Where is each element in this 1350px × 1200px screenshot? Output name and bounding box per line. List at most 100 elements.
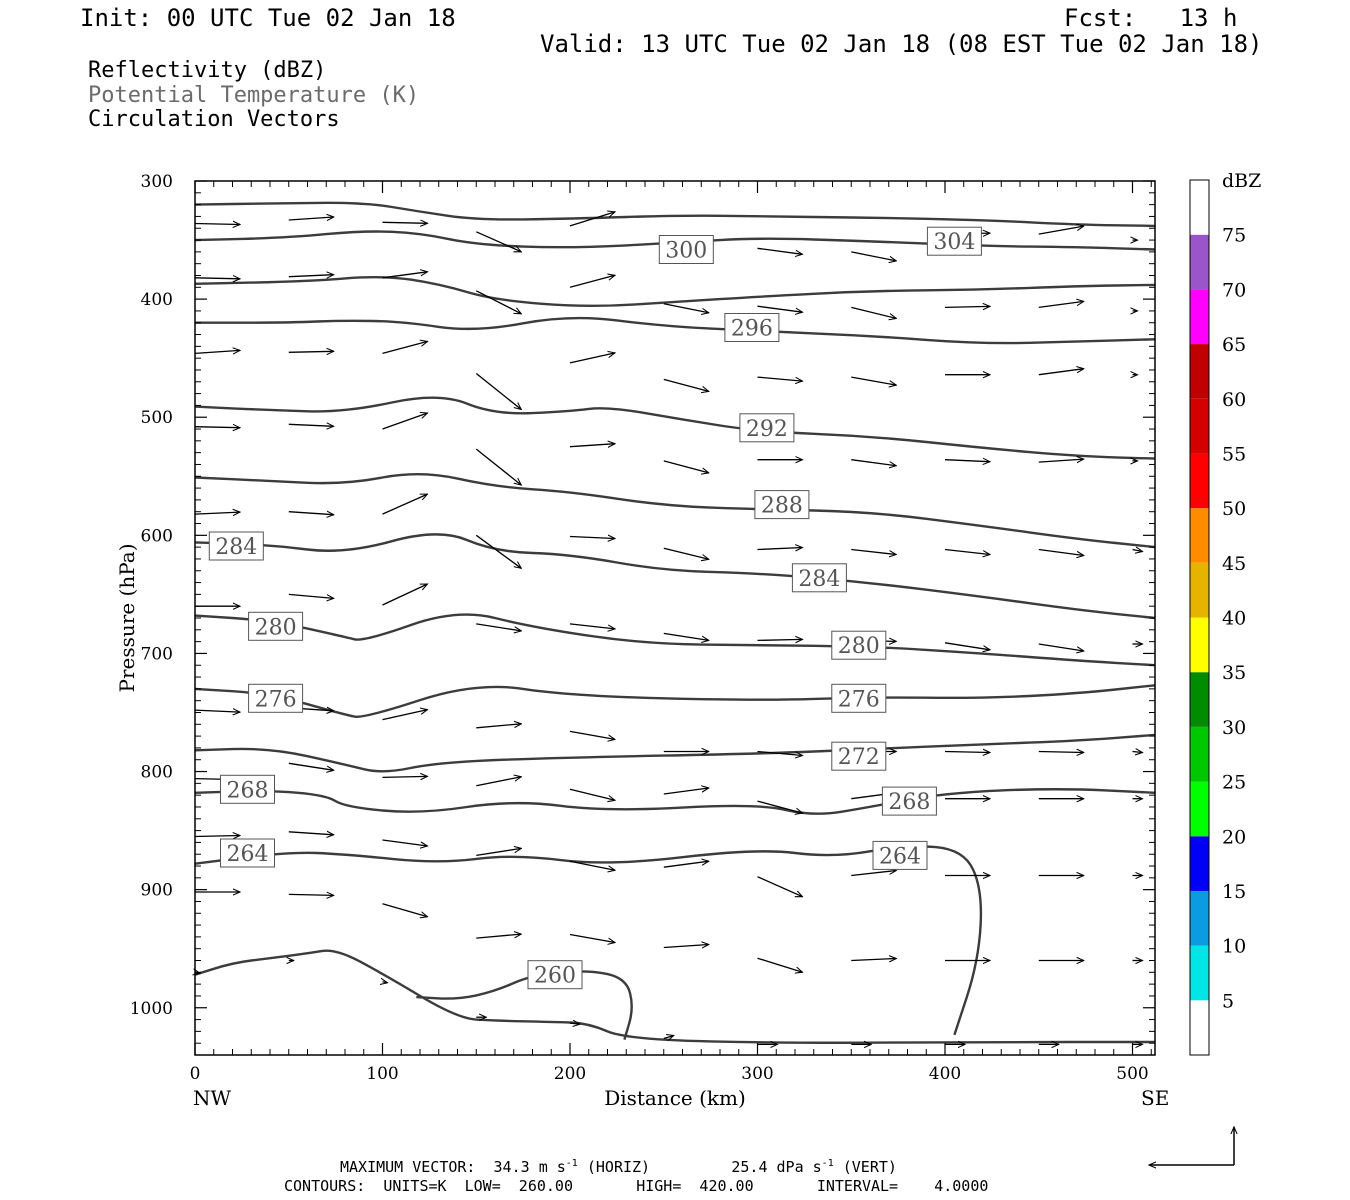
- x-tick-label: 500: [1116, 1064, 1148, 1084]
- circulation-vector: [569, 1023, 580, 1024]
- colorbar-swatch: [1190, 289, 1209, 345]
- circulation-vector: [382, 710, 428, 721]
- circulation-vector: [757, 247, 803, 254]
- circulation-vector: [382, 903, 428, 917]
- vert-value: 25.4: [731, 1158, 768, 1176]
- colorbar-level-label: 70: [1222, 279, 1246, 301]
- colorbar-frame: [1189, 179, 1210, 1056]
- circulation-vector: [288, 762, 334, 770]
- circulation-vector: [569, 860, 615, 870]
- colorbar-swatch: [1190, 945, 1209, 1001]
- horiz-tag: (HORIZ): [586, 1158, 651, 1176]
- circulation-vector: [944, 752, 990, 753]
- circulation-vector: [475, 448, 521, 485]
- theta-contour-260: [194, 949, 1155, 1044]
- theta-contour-272: [194, 733, 1156, 773]
- colorbar-level-label: 5: [1222, 990, 1234, 1012]
- forecast-hour: Fcst: 13 h: [1064, 4, 1238, 32]
- theta-contour-264: [194, 845, 983, 1036]
- colorbar-level-label: 30: [1222, 717, 1246, 739]
- colorbar-swatch: [1190, 453, 1209, 509]
- circulation-vector: [757, 376, 803, 381]
- circulation-vector: [1038, 301, 1084, 309]
- circulation-vector: [569, 212, 615, 227]
- theta-contour-284: [194, 533, 1156, 620]
- max-vector-label: MAXIMUM VECTOR:: [340, 1158, 476, 1176]
- colorbar-level-label: 75: [1222, 225, 1246, 247]
- contour-label-text: 276: [255, 687, 297, 712]
- theta-contour-300: [194, 276, 1156, 307]
- contour-label-text: 296: [731, 317, 773, 342]
- contour-label-text: 300: [665, 239, 707, 264]
- contour-label: 264: [220, 838, 275, 868]
- colorbar-swatch: [1190, 781, 1209, 837]
- contour-label: 300: [658, 235, 714, 264]
- x-tick-label: 100: [366, 1064, 398, 1084]
- y-tick-label: 400: [141, 290, 173, 310]
- colorbar-level-label: 55: [1222, 443, 1246, 465]
- x-tick-label: 200: [554, 1064, 586, 1084]
- circulation-vector: [569, 444, 615, 447]
- colorbar-swatch: [1190, 617, 1209, 673]
- circulation-vector: [944, 642, 990, 650]
- colorbar-swatch: [1190, 890, 1209, 946]
- nw-end-label: NW: [193, 1086, 232, 1110]
- colorbar-swatch: [1190, 234, 1209, 290]
- circulation-vector: [569, 537, 615, 539]
- vector-scale-key-icon: [1149, 1127, 1234, 1165]
- colorbar-level-label: 45: [1222, 553, 1246, 575]
- circulation-vector: [1038, 226, 1084, 235]
- circulation-vector: [476, 231, 521, 253]
- circulation-vector: [757, 750, 803, 756]
- colorbar-swatch: [1190, 726, 1209, 782]
- y-axis-label: Pressure (hPa): [115, 544, 139, 693]
- circulation-vector: [944, 460, 990, 462]
- circulation-vector: [1038, 548, 1084, 556]
- circulation-vector: [476, 290, 521, 314]
- colorbar-swatch: [1190, 562, 1209, 618]
- theta-contour-296: [194, 316, 1156, 345]
- circulation-vector: [194, 512, 240, 514]
- circulation-vector: [288, 275, 334, 277]
- contour-label: 292: [739, 413, 795, 443]
- circulation-vector: [288, 593, 334, 598]
- contour-label: 264: [872, 840, 928, 870]
- x-axis-label: Distance (km): [604, 1086, 746, 1110]
- contour-label-text: 260: [534, 964, 576, 989]
- circulation-vector: [194, 710, 240, 712]
- circulation-vector: [851, 459, 896, 466]
- contour-label: 304: [926, 226, 982, 256]
- circulation-vector: [383, 982, 388, 983]
- circulation-vector: [382, 839, 428, 846]
- circulation-vector: [1038, 752, 1084, 753]
- theta-contour-280: [194, 613, 1156, 667]
- circulation-vector: [757, 957, 803, 972]
- contour-label: 284: [208, 531, 264, 561]
- y-tick-label: 500: [141, 408, 173, 428]
- colorbar-level-label: 10: [1222, 936, 1246, 958]
- contour-label-text: 284: [215, 535, 257, 560]
- theta-contour-276: [194, 684, 1156, 718]
- circulation-vector: [288, 832, 334, 835]
- contour-label: 280: [248, 611, 304, 641]
- field-label-reflectivity: Reflectivity (dBZ): [88, 58, 327, 83]
- circulation-vector: [757, 800, 803, 813]
- circulation-vector: [476, 848, 521, 857]
- circulation-vector: [851, 306, 896, 318]
- valid-time: Valid: 13 UTC Tue 02 Jan 18 (08 EST Tue …: [540, 30, 1263, 58]
- contour-label: 284: [791, 563, 847, 593]
- circulation-vector: [1132, 550, 1143, 552]
- x-tick-label: 300: [741, 1064, 773, 1084]
- x-tick-label: 400: [929, 1064, 961, 1084]
- se-end-label: SE: [1141, 1086, 1169, 1110]
- circulation-vector: [663, 945, 709, 948]
- circulation-vector: [757, 305, 803, 312]
- contour-label-text: 280: [838, 634, 880, 659]
- y-tick-label: 900: [141, 881, 173, 901]
- colorbar-swatch: [1190, 398, 1209, 454]
- circulation-vector: [569, 788, 615, 800]
- colorbar-level-label: 60: [1222, 389, 1246, 411]
- circulation-vector: [194, 836, 240, 837]
- init-time: Init: 00 UTC Tue 02 Jan 18: [80, 4, 456, 32]
